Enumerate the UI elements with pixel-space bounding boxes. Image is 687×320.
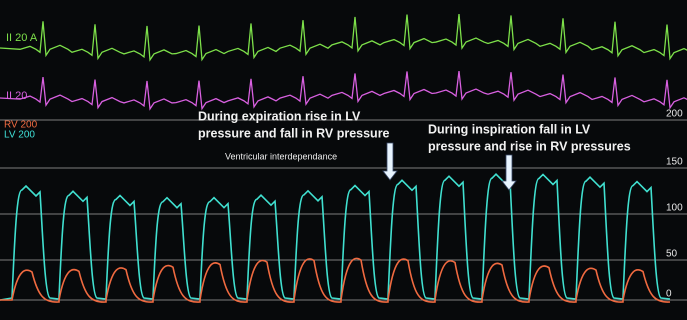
expiration-note: During expiration rise in LV <box>198 109 361 123</box>
interdependence-note: Ventricular interdependance <box>225 151 337 161</box>
scale-label: 50 <box>666 249 678 260</box>
scale-label: 150 <box>666 157 683 168</box>
ecg1-label: II 20 A <box>6 32 38 44</box>
lv-label: LV 200 <box>4 130 35 141</box>
scale-label: 100 <box>666 203 683 214</box>
expiration-note: pressure and fall in RV pressure <box>198 126 390 140</box>
background <box>0 0 687 320</box>
ecg2-label: II 20 <box>6 90 27 102</box>
monitor-screen: II 20 A II 20 RV 200 LV 200 During expir… <box>0 0 687 320</box>
scale-label: 0 <box>666 289 672 300</box>
inspiration-note: pressure and rise in RV pressures <box>428 139 631 153</box>
inspiration-note: During inspiration fall in LV <box>428 122 591 136</box>
scale-label: 200 <box>666 109 683 120</box>
